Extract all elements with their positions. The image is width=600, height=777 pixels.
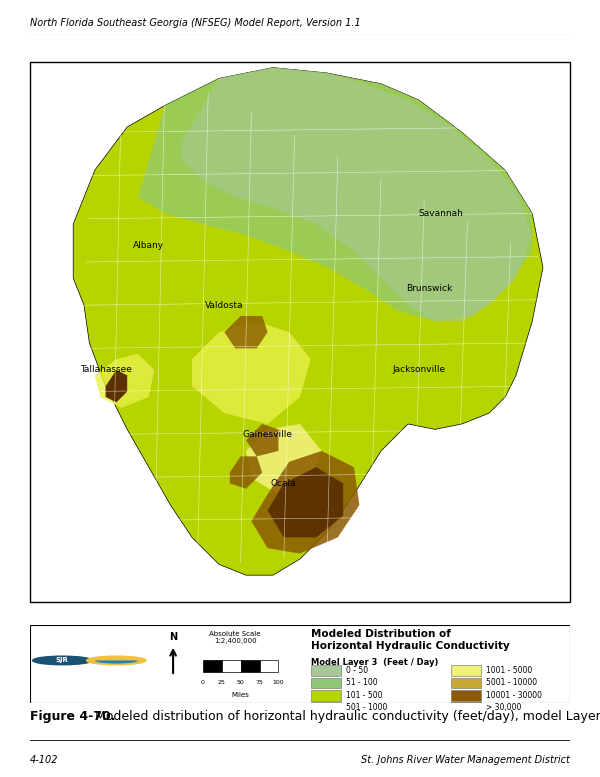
Text: Ocala: Ocala <box>271 479 296 488</box>
Text: Gainesville: Gainesville <box>242 430 293 439</box>
Bar <box>203 660 222 672</box>
Text: 4-102: 4-102 <box>30 754 59 765</box>
Text: 501 - 1000: 501 - 1000 <box>346 703 387 713</box>
Text: > 30,000: > 30,000 <box>487 703 521 713</box>
Text: 25: 25 <box>218 680 226 685</box>
Polygon shape <box>268 467 343 538</box>
Text: Albany: Albany <box>133 242 164 250</box>
Text: North Florida Southeast Georgia (NFSEG) Model Report, Version 1.1: North Florida Southeast Georgia (NFSEG) … <box>30 19 361 28</box>
Polygon shape <box>251 451 359 553</box>
Text: 5001 - 10000: 5001 - 10000 <box>487 678 538 688</box>
Text: Figure 4-70.: Figure 4-70. <box>30 710 115 723</box>
Text: 100: 100 <box>272 680 284 685</box>
Text: 10001 - 30000: 10001 - 30000 <box>487 691 542 700</box>
Bar <box>311 665 341 676</box>
Polygon shape <box>224 316 268 348</box>
Bar <box>451 690 481 701</box>
Polygon shape <box>246 424 322 494</box>
Bar <box>222 660 241 672</box>
Text: 50: 50 <box>237 680 244 685</box>
Bar <box>260 660 278 672</box>
Text: Miles: Miles <box>232 692 250 698</box>
Text: N: N <box>169 632 177 642</box>
Text: 1001 - 5000: 1001 - 5000 <box>487 666 533 675</box>
Polygon shape <box>181 68 532 322</box>
Text: 0 - 50: 0 - 50 <box>346 666 368 675</box>
Polygon shape <box>73 68 543 575</box>
Text: Modeled Distribution of
Horizontal Hydraulic Conductivity: Modeled Distribution of Horizontal Hydra… <box>311 629 509 651</box>
Circle shape <box>87 656 146 664</box>
Bar <box>451 702 481 713</box>
Polygon shape <box>230 456 262 489</box>
Text: Savannah: Savannah <box>418 209 463 218</box>
Text: 0: 0 <box>201 680 205 685</box>
Polygon shape <box>106 370 127 402</box>
Text: Modeled distribution of horizontal hydraulic conductivity (feet/day), model Laye: Modeled distribution of horizontal hydra… <box>95 710 600 723</box>
Text: Model Layer 3  (Feet / Day): Model Layer 3 (Feet / Day) <box>311 658 438 667</box>
Circle shape <box>33 656 92 664</box>
Text: 51 - 100: 51 - 100 <box>346 678 377 688</box>
Bar <box>311 702 341 713</box>
Text: Tallahassee: Tallahassee <box>80 365 131 375</box>
Bar <box>311 690 341 701</box>
Bar <box>451 678 481 688</box>
Polygon shape <box>95 354 154 408</box>
Text: Valdosta: Valdosta <box>205 301 244 310</box>
Polygon shape <box>192 322 311 424</box>
Polygon shape <box>246 424 278 456</box>
Text: Brunswick: Brunswick <box>406 284 453 294</box>
Bar <box>311 678 341 688</box>
Text: 75: 75 <box>256 680 263 685</box>
Bar <box>241 660 260 672</box>
Wedge shape <box>95 660 138 664</box>
Text: 101 - 500: 101 - 500 <box>346 691 382 700</box>
Text: SJR: SJR <box>56 657 69 664</box>
Text: St. Johns River Water Management District: St. Johns River Water Management Distric… <box>361 754 570 765</box>
Text: Jacksonville: Jacksonville <box>392 365 445 375</box>
Bar <box>451 665 481 676</box>
Polygon shape <box>138 68 532 322</box>
Text: Absolute Scale
1:2,400,000: Absolute Scale 1:2,400,000 <box>209 631 261 643</box>
